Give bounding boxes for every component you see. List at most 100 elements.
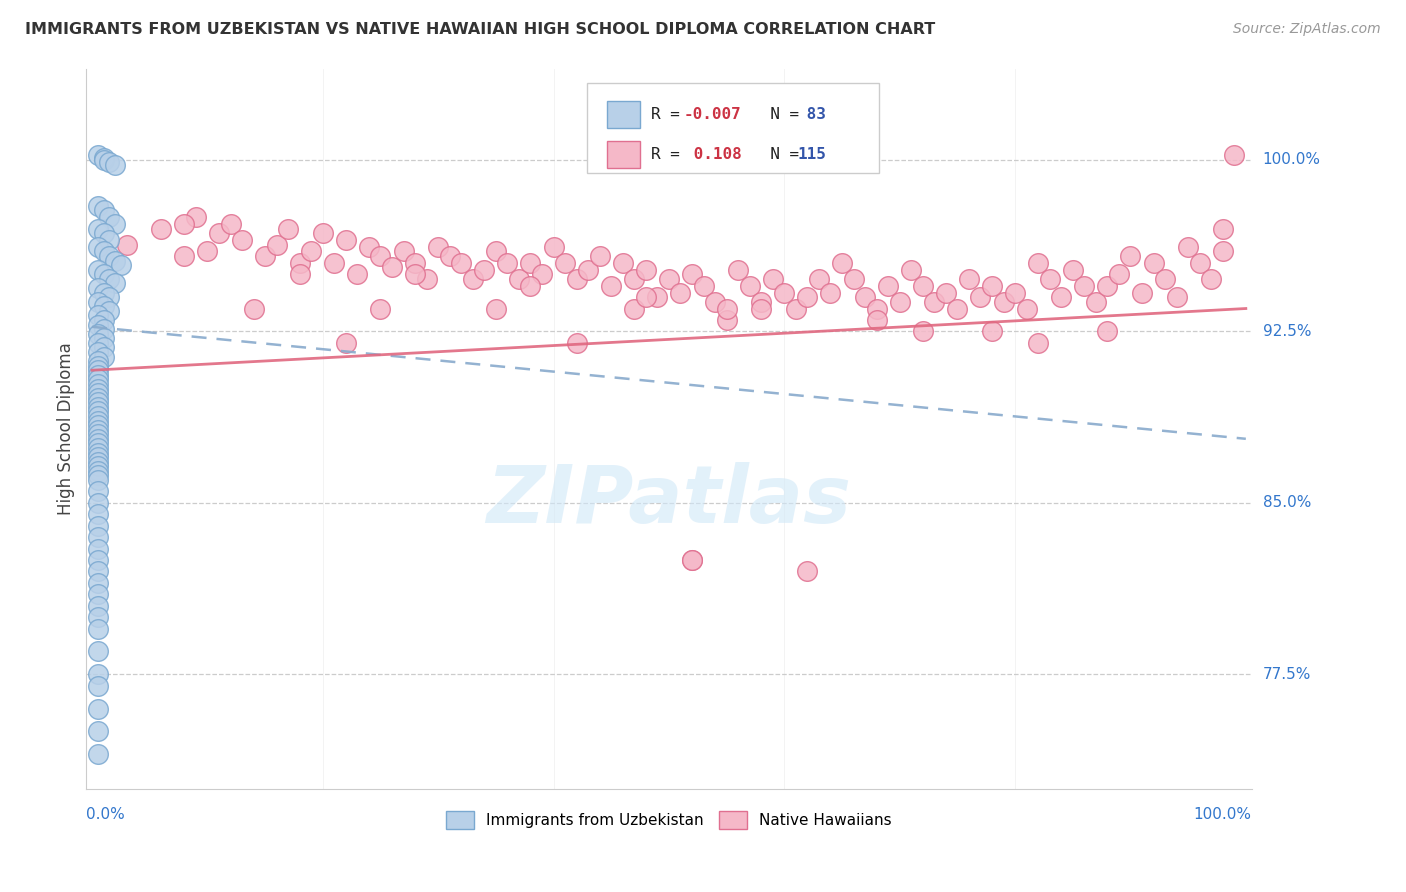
- Point: [600, 278, 623, 293]
- Point: [877, 278, 900, 293]
- Point: [87, 530, 110, 544]
- Point: [1050, 290, 1073, 304]
- Point: [93, 153, 115, 167]
- Point: [87, 468, 110, 483]
- Text: R =: R =: [651, 146, 690, 161]
- Point: [87, 335, 110, 350]
- Point: [762, 272, 785, 286]
- Point: [472, 262, 495, 277]
- Point: [1004, 285, 1026, 300]
- Point: [508, 272, 530, 286]
- Point: [1097, 278, 1119, 293]
- Point: [110, 258, 132, 272]
- Point: [104, 253, 127, 268]
- Point: [461, 272, 484, 286]
- Point: [519, 278, 541, 293]
- Point: [93, 313, 115, 327]
- Point: [981, 278, 1004, 293]
- FancyBboxPatch shape: [607, 101, 640, 128]
- Point: [87, 432, 110, 446]
- Point: [87, 148, 110, 162]
- Point: [865, 313, 887, 327]
- Point: [1073, 278, 1095, 293]
- Point: [634, 262, 657, 277]
- Point: [439, 249, 461, 263]
- Point: [392, 244, 415, 259]
- Point: [288, 256, 311, 270]
- Point: [219, 217, 242, 231]
- Point: [87, 413, 110, 427]
- Point: [647, 290, 669, 304]
- Point: [543, 240, 565, 254]
- Text: Source: ZipAtlas.com: Source: ZipAtlas.com: [1233, 22, 1381, 37]
- Point: [357, 240, 380, 254]
- Point: [1199, 272, 1222, 286]
- Point: [716, 301, 738, 316]
- Point: [924, 294, 946, 309]
- Point: [623, 301, 645, 316]
- Point: [1039, 272, 1062, 286]
- Point: [266, 237, 288, 252]
- Point: [93, 322, 115, 336]
- Point: [1130, 285, 1153, 300]
- Point: [87, 507, 110, 521]
- Point: [981, 325, 1004, 339]
- Point: [93, 244, 115, 259]
- Point: [197, 244, 219, 259]
- Text: R =: R =: [651, 107, 690, 122]
- Text: N =: N =: [751, 146, 808, 161]
- Point: [796, 290, 818, 304]
- Point: [208, 226, 231, 240]
- Point: [87, 262, 110, 277]
- Point: [115, 237, 138, 252]
- Point: [87, 622, 110, 636]
- Point: [87, 318, 110, 332]
- Point: [87, 326, 110, 341]
- Point: [87, 459, 110, 474]
- Point: [749, 294, 772, 309]
- Point: [277, 221, 299, 235]
- Point: [889, 294, 911, 309]
- Point: [1142, 256, 1164, 270]
- Point: [969, 290, 991, 304]
- Point: [1097, 325, 1119, 339]
- Point: [87, 541, 110, 556]
- Text: IMMIGRANTS FROM UZBEKISTAN VS NATIVE HAWAIIAN HIGH SCHOOL DIPLOMA CORRELATION CH: IMMIGRANTS FROM UZBEKISTAN VS NATIVE HAW…: [25, 22, 935, 37]
- Point: [623, 272, 645, 286]
- Point: [576, 262, 599, 277]
- Point: [87, 354, 110, 368]
- Point: [900, 262, 922, 277]
- Point: [1084, 294, 1107, 309]
- Point: [1015, 301, 1038, 316]
- Point: [785, 301, 807, 316]
- Point: [450, 256, 472, 270]
- Text: 92.5%: 92.5%: [1263, 324, 1312, 339]
- Point: [865, 301, 887, 316]
- Point: [519, 256, 541, 270]
- Point: [87, 473, 110, 487]
- Point: [87, 368, 110, 382]
- Point: [738, 278, 761, 293]
- Point: [681, 267, 703, 281]
- Point: [496, 256, 519, 270]
- Point: [773, 285, 796, 300]
- Point: [288, 267, 311, 281]
- Point: [87, 281, 110, 295]
- Point: [1177, 240, 1199, 254]
- Point: [87, 382, 110, 396]
- Point: [87, 427, 110, 442]
- Point: [749, 301, 772, 316]
- Point: [993, 294, 1015, 309]
- Point: [98, 155, 121, 169]
- Point: [87, 575, 110, 590]
- Point: [87, 221, 110, 235]
- Point: [87, 363, 110, 377]
- Point: [1223, 148, 1246, 162]
- Point: [104, 157, 127, 171]
- Point: [612, 256, 634, 270]
- Point: [242, 301, 264, 316]
- Point: [87, 386, 110, 401]
- Point: [87, 376, 110, 391]
- Point: [335, 335, 357, 350]
- Point: [87, 701, 110, 715]
